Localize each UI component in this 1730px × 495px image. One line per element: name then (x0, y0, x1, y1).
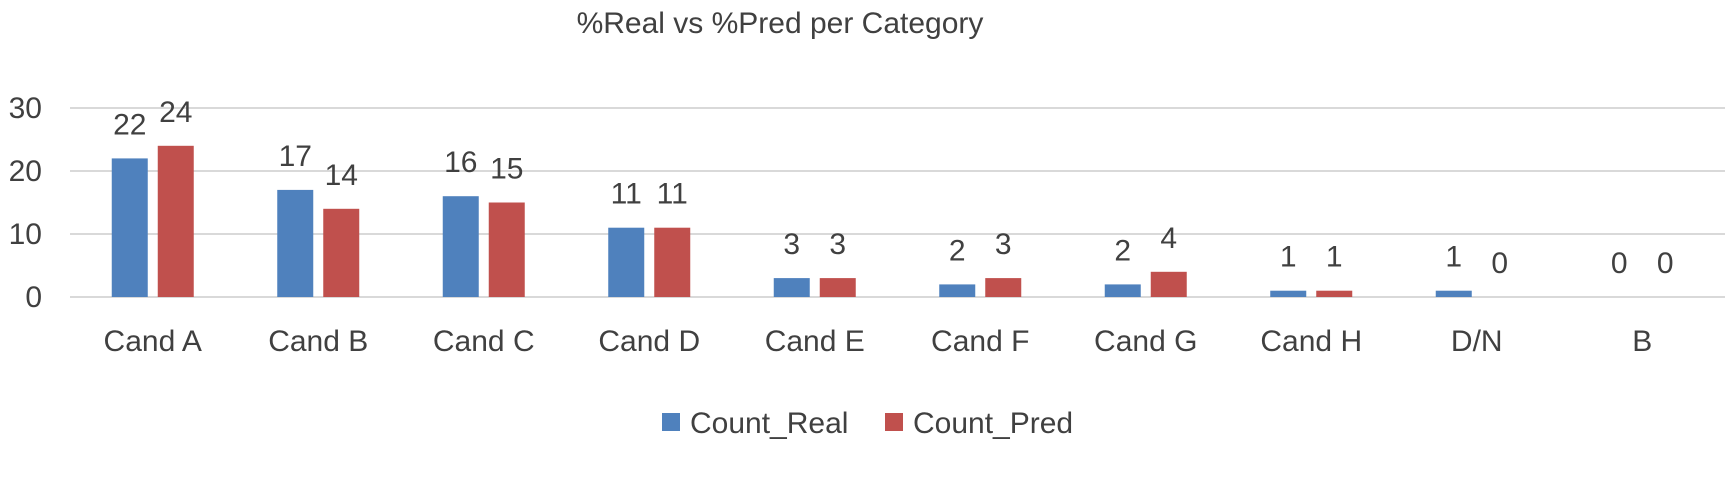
gridlines (70, 107, 1725, 298)
bar-count-real-3 (608, 227, 645, 297)
y-tick-label: 30 (9, 92, 42, 125)
legend: Count_Real Count_Pred (662, 407, 1073, 440)
category-label: Cand H (1260, 325, 1362, 358)
category-label: B (1632, 325, 1652, 358)
data-label: 14 (325, 159, 358, 192)
data-label: 1 (1280, 241, 1297, 274)
y-tick-label: 0 (25, 281, 42, 314)
legend-item-count-pred: Count_Pred (885, 407, 1073, 440)
bar-count-real-0 (111, 158, 148, 297)
legend-swatch (885, 413, 903, 431)
data-label: 1 (1326, 241, 1343, 274)
y-axis-ticks: 0 10 20 30 (9, 92, 42, 314)
data-label: 0 (1657, 247, 1674, 280)
legend-label: Count_Pred (913, 407, 1073, 440)
data-label: 2 (1114, 234, 1131, 267)
bar-count-pred-4 (819, 278, 856, 297)
legend-item-count-real: Count_Real (662, 407, 848, 440)
data-label: 3 (829, 228, 846, 261)
y-tick-label: 20 (9, 155, 42, 188)
bar-count-real-6 (1104, 284, 1141, 297)
data-label: 0 (1491, 247, 1508, 280)
bar-count-pred-6 (1150, 271, 1187, 297)
data-label: 3 (783, 228, 800, 261)
bar-count-real-1 (277, 189, 314, 297)
bar-count-pred-1 (323, 208, 360, 297)
data-label: 2 (949, 234, 966, 267)
bar-count-real-7 (1270, 290, 1307, 297)
category-label: Cand F (931, 325, 1029, 358)
bars (111, 145, 1472, 297)
bar-count-real-4 (773, 278, 810, 297)
bar-count-real-8 (1435, 290, 1472, 297)
data-label: 16 (444, 146, 477, 179)
data-label: 0 (1611, 247, 1628, 280)
category-label: Cand E (765, 325, 865, 358)
bar-count-pred-0 (157, 145, 194, 297)
data-label: 4 (1160, 222, 1177, 255)
bar-count-pred-3 (654, 227, 691, 297)
data-label: 3 (995, 228, 1012, 261)
data-label: 22 (113, 108, 146, 141)
data-label: 15 (490, 153, 523, 186)
data-label: 24 (159, 96, 192, 129)
legend-swatch (662, 413, 680, 431)
legend-label: Count_Real (690, 407, 848, 440)
bar-count-real-5 (939, 284, 976, 297)
x-axis-categories: Cand A Cand B Cand C Cand D Cand E Cand F Cand… (104, 325, 1653, 358)
data-label: 1 (1445, 241, 1462, 274)
data-label: 11 (611, 178, 642, 211)
category-label: Cand B (268, 325, 368, 358)
bar-count-pred-7 (1316, 290, 1353, 297)
y-tick-label: 10 (9, 218, 42, 251)
bar-count-pred-5 (985, 278, 1022, 297)
category-label: Cand A (104, 325, 202, 358)
bar-count-real-2 (442, 196, 479, 297)
category-label: Cand G (1094, 325, 1197, 358)
bar-count-pred-2 (488, 202, 525, 297)
category-label: D/N (1451, 325, 1503, 358)
category-label: Cand D (598, 325, 700, 358)
data-label: 17 (279, 140, 312, 173)
chart-title: %Real vs %Pred per Category (577, 7, 984, 40)
category-label: Cand C (433, 325, 535, 358)
data-label: 11 (657, 178, 688, 211)
